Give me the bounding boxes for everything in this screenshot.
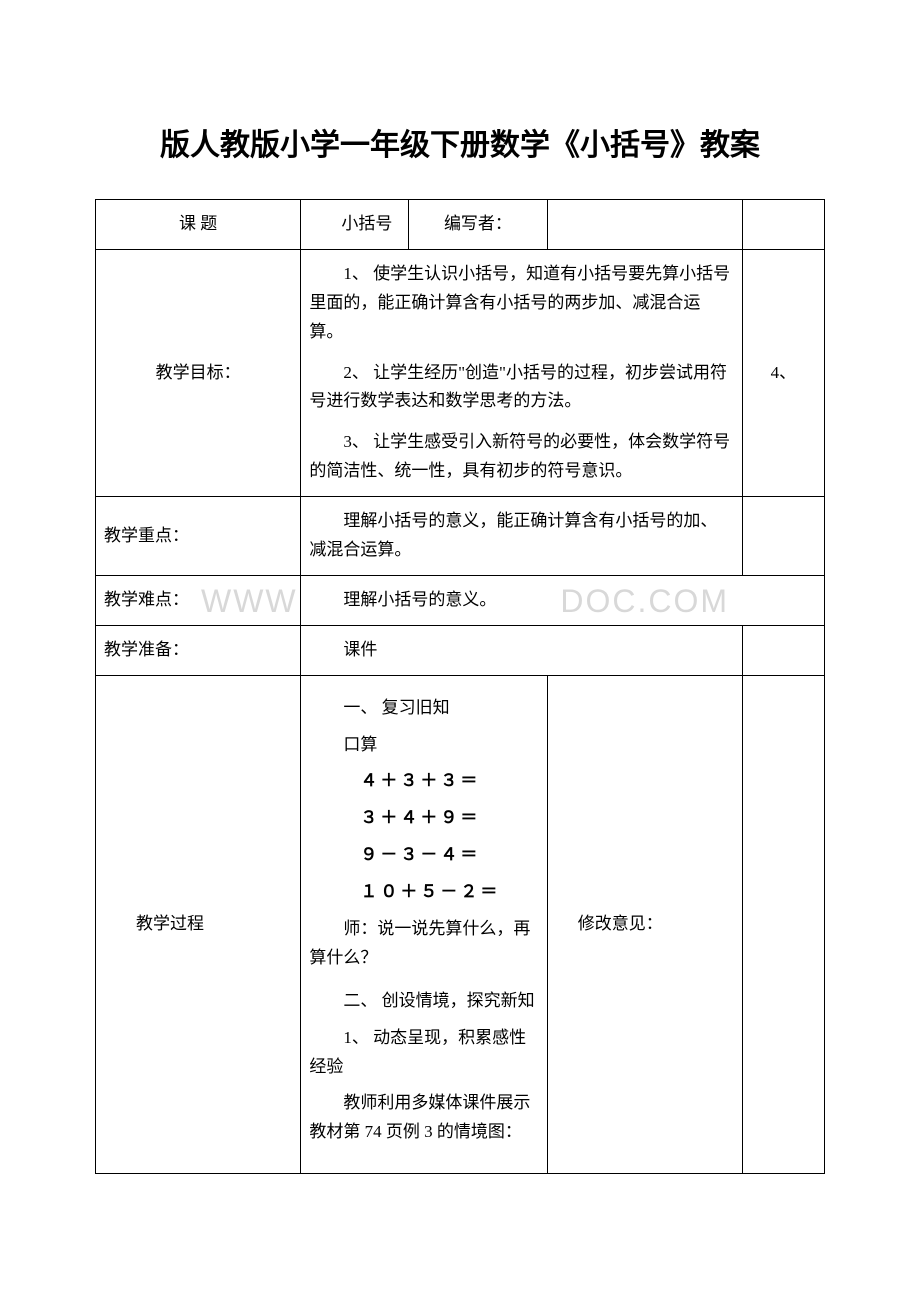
equation-2: ３＋４＋９＝ [309,804,538,833]
key-side [742,497,824,576]
section1-header: 一、 复习旧知 [309,694,538,723]
process-side [742,675,824,1174]
goal-item-2: 2、 让学生经历"创造"小括号的过程，初步尝试用符号进行数学表达和数学思考的方法… [309,359,733,417]
document-title: 版人教版小学一年级下册数学《小括号》教案 [95,120,825,164]
goal-item-3: 3、 让学生感受引入新符号的必要性，体会数学符号的简洁性、统一性，具有初步的符号… [309,428,733,486]
equation-1: ４＋３＋３＝ [309,767,538,796]
lesson-plan-table: 课 题 小括号 编写者： 教学目标： 1、 使学生认识小括号，知道有小括号要先算… [95,199,825,1174]
goals-side: 4、 [742,249,824,496]
key-label: 教学重点： [96,497,301,576]
difficulty-value: 理解小括号的意义。 DOC.COM [301,575,825,625]
author-label: 编写者： [409,200,548,250]
difficulty-label: 教学难点： WWW [96,575,301,625]
section2-item1: 1、 动态呈现，积累感性经验 [309,1024,538,1082]
process-content: 一、 复习旧知 口算 ４＋３＋３＝ ３＋４＋９＝ ９－３－４＝ １０＋５－２＝ … [301,675,547,1174]
topic-value: 小括号 [301,200,409,250]
equation-4: １０＋５－２＝ [309,878,538,907]
equation-3: ９－３－４＝ [309,841,538,870]
goal-item-1: 1、 使学生认识小括号，知道有小括号要先算小括号里面的，能正确计算含有小括号的两… [309,260,733,347]
revise-label: 修改意见： [547,675,742,1174]
watermark-right: DOC.COM [526,574,729,628]
section2-header: 二、 创设情境，探究新知 [309,987,538,1016]
author-value [547,200,742,250]
prep-side [742,625,824,675]
topic-side [742,200,824,250]
prep-value: 课件 [301,625,742,675]
goals-content: 1、 使学生认识小括号，知道有小括号要先算小括号里面的，能正确计算含有小括号的两… [301,249,742,496]
topic-label: 课 题 [96,200,301,250]
watermark-left: WWW [201,574,298,628]
key-value: 理解小括号的意义，能正确计算含有小括号的加、减混合运算。 [301,497,742,576]
goals-label: 教学目标： [96,249,301,496]
teacher-line: 师：说一说先算什么，再算什么？ [309,915,538,973]
section2-item2: 教师利用多媒体课件展示教材第 74 页例 3 的情境图： [309,1089,538,1147]
section1-sub: 口算 [309,731,538,760]
prep-label: 教学准备： [96,625,301,675]
process-label: 教学过程 [96,675,301,1174]
